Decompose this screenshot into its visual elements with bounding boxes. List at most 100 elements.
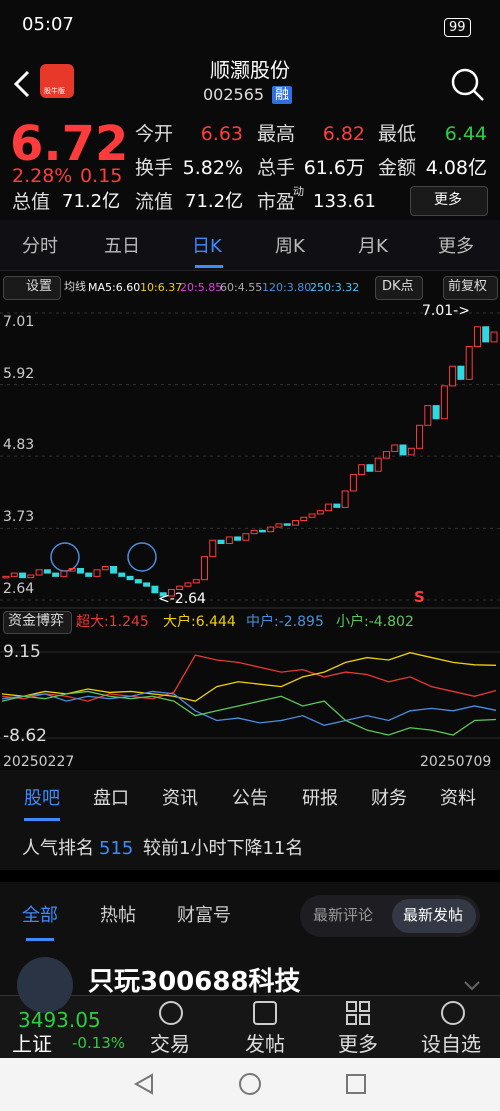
- low-annotation: <-2.64: [158, 591, 206, 607]
- end-date: 20250709: [420, 754, 492, 770]
- info-tab[interactable]: 财务: [371, 788, 407, 809]
- candle: [93, 569, 101, 577]
- active-tab-indicator: [195, 265, 223, 268]
- candle: [43, 569, 51, 574]
- legend-entry: 中户:-2.895: [246, 614, 324, 630]
- sort-option[interactable]: 最新发帖: [403, 906, 464, 924]
- ma-label: 均线: [64, 280, 86, 293]
- candle: [101, 566, 109, 571]
- adjust-button[interactable]: [443, 276, 498, 300]
- sort-option[interactable]: 最新评论: [313, 906, 374, 924]
- period-tab[interactable]: 五日: [104, 236, 140, 257]
- flow-line: [1, 654, 497, 702]
- candle: [192, 579, 200, 584]
- candle: [267, 526, 275, 533]
- nav-label[interactable]: 交易: [150, 1032, 190, 1056]
- period-tab[interactable]: 分时: [22, 236, 58, 257]
- index-change: -0.13%: [72, 1034, 126, 1052]
- candle: [27, 574, 35, 579]
- settings-button[interactable]: [3, 276, 61, 300]
- field-value: 6.82: [322, 123, 365, 145]
- post-tab[interactable]: 热帖: [100, 905, 136, 926]
- field-value: 71.2亿: [62, 191, 121, 212]
- candle: [482, 326, 490, 343]
- field-label: 总手: [257, 157, 296, 179]
- change-pct: 2.28%: [12, 165, 73, 187]
- candle: [209, 539, 217, 558]
- period-tab[interactable]: 周K: [275, 236, 305, 257]
- candle: [250, 529, 258, 535]
- expand-icon[interactable]: [464, 981, 480, 991]
- candle: [399, 444, 407, 456]
- search-icon-handle: [473, 90, 484, 101]
- settings-label[interactable]: 设置: [26, 279, 53, 294]
- candle: [258, 529, 266, 533]
- nav-label[interactable]: 发帖: [245, 1032, 285, 1056]
- candle: [308, 513, 316, 518]
- info-tab[interactable]: 资料: [440, 788, 476, 809]
- info-tab[interactable]: 公告: [232, 788, 268, 809]
- candle: [85, 572, 93, 577]
- nav-label[interactable]: 更多: [338, 1032, 378, 1056]
- field-label: 最低: [378, 123, 417, 145]
- y-tick-label: 7.01: [3, 314, 35, 330]
- nav-label[interactable]: 设自选: [421, 1032, 481, 1056]
- candle: [465, 345, 473, 380]
- more-label[interactable]: 更多: [434, 192, 462, 208]
- more-button[interactable]: [410, 186, 488, 216]
- index-value: 3493.05: [18, 1008, 101, 1032]
- info-tab[interactable]: 股吧: [24, 788, 60, 809]
- avatar[interactable]: [17, 957, 73, 1013]
- event-marker[interactable]: [50, 542, 80, 572]
- y-tick-label: 4.83: [3, 437, 35, 454]
- candle: [349, 474, 357, 492]
- field-label: 今开: [135, 123, 174, 145]
- nav-recent[interactable]: [346, 1074, 366, 1094]
- candle: [151, 585, 159, 594]
- y-tick-label: 2.64: [3, 581, 35, 597]
- candle: [325, 503, 333, 512]
- event-marker[interactable]: [127, 542, 157, 572]
- info-tab[interactable]: 盘口: [93, 788, 129, 809]
- candle: [167, 588, 175, 597]
- flow-line: [1, 690, 497, 736]
- post-author[interactable]: 只玩300688科技: [88, 967, 301, 997]
- post-tab[interactable]: 财富号: [177, 905, 231, 926]
- candle: [2, 575, 10, 579]
- info-tab[interactable]: 研报: [302, 788, 338, 809]
- dk-label[interactable]: DK点: [382, 279, 414, 294]
- candle: [341, 490, 349, 508]
- period-tab[interactable]: 日K: [192, 236, 222, 257]
- community-panel: [0, 770, 500, 1000]
- flow-title: 资金博弈: [8, 613, 64, 629]
- search-icon[interactable]: [451, 68, 479, 96]
- candle: [490, 331, 498, 343]
- info-tab[interactable]: 资讯: [162, 788, 198, 809]
- nav-home[interactable]: [239, 1073, 261, 1095]
- candle: [440, 385, 448, 420]
- last-price: 6.72: [10, 116, 129, 172]
- adjust-label[interactable]: 前复权: [448, 279, 488, 294]
- ma-value: 60:4.55: [220, 281, 263, 294]
- back-icon[interactable]: [13, 70, 30, 98]
- ma-value: 250:3.32: [310, 281, 360, 294]
- field-value: 71.2亿: [185, 191, 244, 212]
- candle: [366, 464, 374, 472]
- post-tab[interactable]: 全部: [22, 905, 58, 926]
- nav-back[interactable]: [133, 1073, 153, 1095]
- legend-entry: 小户:-4.802: [336, 614, 414, 630]
- candle: [159, 592, 167, 597]
- field-label: 流值: [135, 191, 174, 213]
- sell-signal: S: [414, 588, 425, 606]
- period-tab[interactable]: 更多: [438, 236, 474, 257]
- candle: [316, 510, 324, 515]
- candle: [457, 365, 465, 380]
- dk-button[interactable]: [375, 276, 423, 300]
- period-tab[interactable]: 月K: [358, 236, 388, 257]
- app-logo: [40, 64, 74, 98]
- rank-label: 人气排名: [22, 838, 94, 859]
- ma-value: 10:6.37: [140, 281, 183, 294]
- y-tick-label: 9.15: [3, 642, 41, 662]
- candle: [68, 567, 76, 572]
